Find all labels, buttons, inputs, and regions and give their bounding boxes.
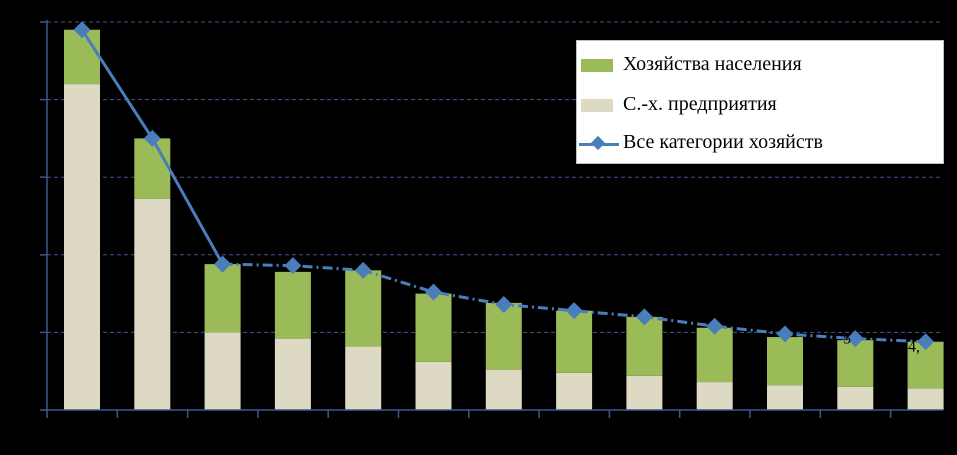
bar-enterprises xyxy=(837,386,874,410)
bar-households xyxy=(626,316,663,376)
bar-households xyxy=(696,327,733,383)
total-point xyxy=(846,330,864,348)
bar-households xyxy=(556,310,593,373)
total-point xyxy=(565,302,583,320)
bar-enterprises xyxy=(134,198,171,410)
bar-households xyxy=(134,138,171,199)
bar-enterprises xyxy=(485,369,522,410)
bar-enterprises xyxy=(274,338,311,410)
total-point xyxy=(214,255,232,273)
axes xyxy=(40,20,943,418)
bar-households xyxy=(64,29,100,85)
bar-enterprises xyxy=(204,332,241,410)
total-point xyxy=(73,21,91,39)
total-point xyxy=(425,283,442,301)
legend-marker-all xyxy=(590,135,606,151)
legend-item-enterprises: С.-х. предприятия xyxy=(581,93,777,116)
bar-households xyxy=(485,302,522,370)
data-label: 4, xyxy=(908,339,920,356)
bar-households xyxy=(837,340,874,387)
total-point xyxy=(284,257,302,275)
total-point xyxy=(143,129,161,147)
bar-enterprises xyxy=(415,361,452,410)
bar-enterprises xyxy=(907,388,944,410)
bar-households xyxy=(274,271,311,339)
legend-swatch-households xyxy=(581,59,613,72)
legend-label-enterprises: С.-х. предприятия xyxy=(623,93,777,115)
bar-households xyxy=(204,264,241,333)
legend-item-all: Все категории хозяйств xyxy=(579,131,823,154)
bars xyxy=(64,29,944,410)
total-point xyxy=(776,325,794,343)
legend-item-households: Хозяйства населения xyxy=(581,53,802,76)
total-point xyxy=(706,317,724,335)
total-point xyxy=(635,308,653,326)
bar-enterprises xyxy=(345,346,382,410)
bar-households xyxy=(767,337,803,386)
legend-label-households: Хозяйства населения xyxy=(623,53,802,75)
bar-households xyxy=(345,270,382,347)
legend-label-all: Все категории хозяйств xyxy=(623,131,823,153)
bar-enterprises xyxy=(626,375,663,410)
total-line xyxy=(73,21,935,351)
bar-enterprises xyxy=(556,372,593,410)
total-point xyxy=(495,295,513,313)
bar-enterprises xyxy=(696,382,733,410)
bar-enterprises xyxy=(767,385,803,410)
bar-enterprises xyxy=(64,84,100,410)
total-point xyxy=(917,333,935,351)
data-label: 5 xyxy=(843,331,851,348)
bar-households xyxy=(415,293,452,362)
legend-swatch-enterprises xyxy=(581,99,613,112)
data-labels: 5 4, xyxy=(843,331,920,356)
total-point xyxy=(354,261,372,279)
legend: Хозяйства населения С.-х. предприятия Вс… xyxy=(576,40,944,164)
